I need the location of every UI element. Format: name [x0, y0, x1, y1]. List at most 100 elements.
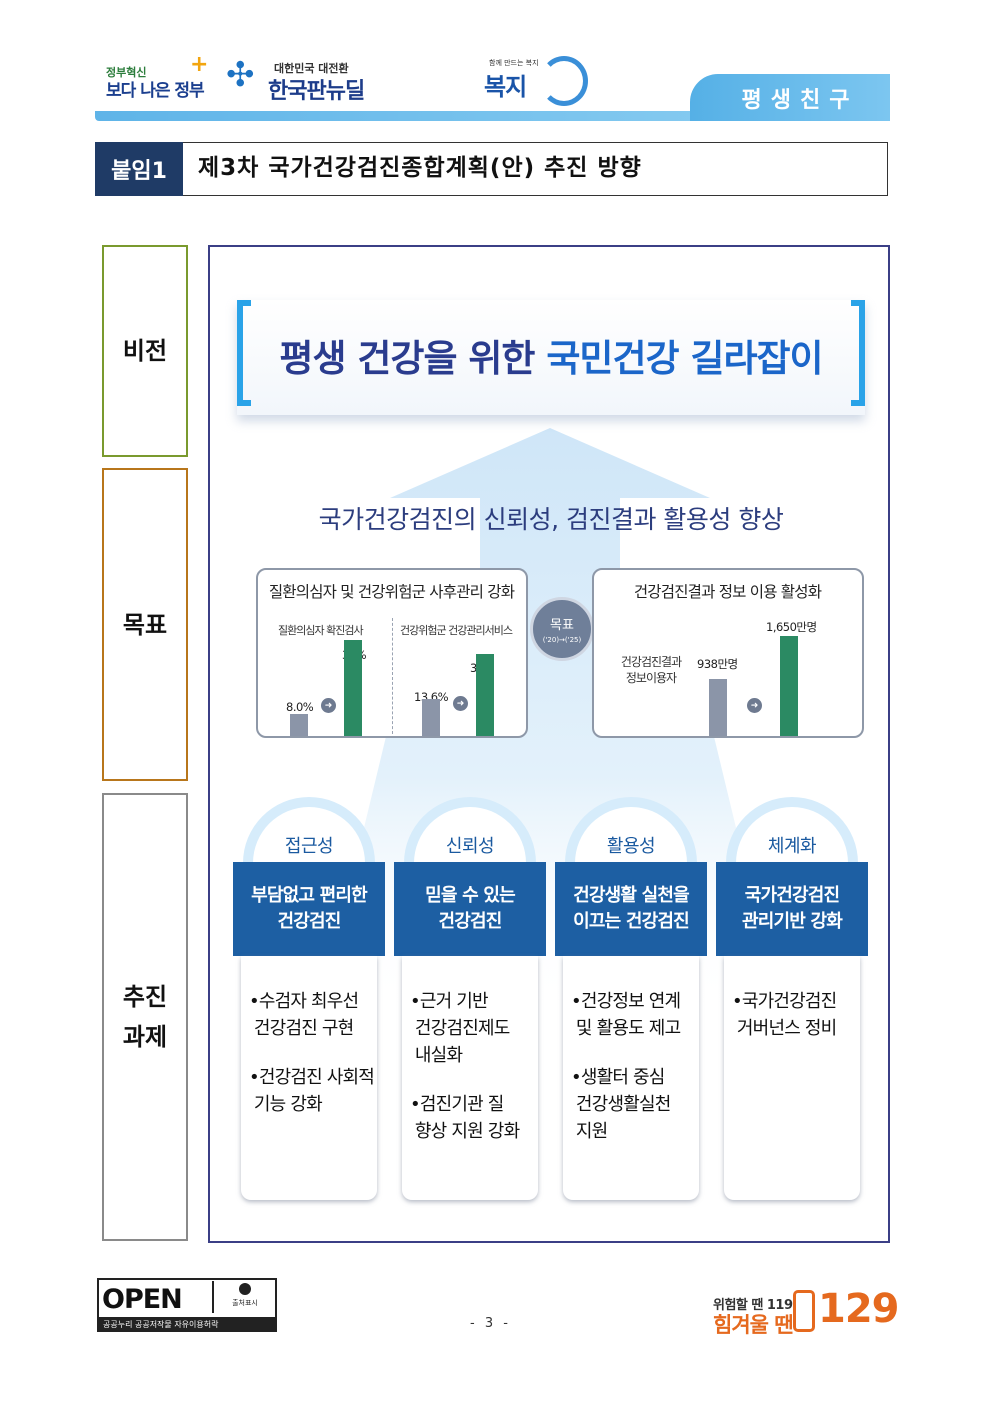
vision-statement: 평생 건강을 위한 국민건강 길라잡이: [237, 328, 865, 382]
target-label: 목표: [550, 618, 574, 633]
panel-title: 건강검진결과 정보 이용 활성화: [633, 583, 822, 601]
task-heading-line: 관리기반 강화: [741, 911, 843, 932]
open-license-word: OPEN: [102, 1284, 183, 1315]
attachment-tag: 붙임1: [95, 142, 183, 196]
bar-current: [290, 714, 308, 736]
task-category: 활용성: [606, 836, 656, 857]
bracket-left: [237, 300, 251, 406]
attribution-label: 출처표시: [232, 1299, 258, 1307]
task-bullet: •생활터 중심 건강생활실천 지원: [571, 1064, 693, 1145]
task-bullet-line: •건강정보 연계: [571, 991, 681, 1012]
task-bullet-line: •건강검진 사회적: [249, 1067, 375, 1088]
slogan-line1: 위험할 땐 119: [713, 1298, 793, 1313]
slogan-line2: 힘겨울 땐: [713, 1313, 794, 1337]
task-bullet-line: 지원: [571, 1121, 608, 1142]
arrow-right-icon: ➜: [747, 698, 762, 713]
metric-label: 건강검진결과 정보이용자: [620, 655, 682, 685]
page-title: 제3차 국가건강검진종합계획(안) 추진 방향: [198, 155, 642, 181]
task-card: •수검자 최우선 건강검진 구현 •건강검진 사회적 기능 강화: [241, 956, 377, 1200]
header-tab: 평생친구: [690, 74, 890, 121]
task-bullet-line: •검진기관 질: [410, 1094, 504, 1115]
task-bullet-line: •국가건강검진: [732, 991, 837, 1012]
task-bullet-line: 건강검진 구현: [249, 1018, 354, 1039]
label-tasks-line2: 과제: [122, 1023, 168, 1051]
bar-current: [422, 699, 440, 736]
task-bullet: •근거 기반 건강검진제도 내실화: [410, 988, 532, 1069]
task-bullet-line: 향상 지원 강화: [410, 1121, 520, 1142]
label-goal: 목표: [102, 468, 188, 781]
task-bullet: •검진기관 질 향상 지원 강화: [410, 1091, 532, 1145]
vision-part1: 평생 건강을 위한: [279, 337, 547, 380]
task-card: •근거 기반 건강검진제도 내실화 •검진기관 질 향상 지원 강화: [402, 956, 538, 1200]
vision-box: [237, 300, 865, 415]
diagram-frame: [208, 245, 890, 1243]
bar-target: [780, 636, 798, 736]
task-bullet-line: 기능 강화: [249, 1094, 323, 1115]
bracket-right: [851, 300, 865, 406]
task-card: •국가건강검진 거버넌스 정비: [724, 956, 860, 1200]
new-deal-logo-top: 대한민국 대전환: [274, 62, 349, 75]
task-bullet-line: 내실화: [410, 1045, 463, 1066]
task-bullet-line: •생활터 중심: [571, 1067, 665, 1088]
task-bullet-line: 및 활용도 제고: [571, 1018, 681, 1039]
task-bullet-line: •수검자 최우선: [249, 991, 359, 1012]
task-bullet-line: 건강검진제도: [410, 1018, 510, 1039]
bar-value: 8.0%: [286, 700, 314, 714]
goal-title: 국가건강검진의 신뢰성, 검진결과 활용성 향상: [318, 505, 784, 534]
task-category: 신뢰성: [445, 836, 495, 857]
task-heading-line: 건강검진: [277, 911, 341, 932]
bar-value: 938만명: [697, 657, 738, 671]
task-heading-line: 이끄는 건강검진: [573, 911, 690, 932]
panel-title: 질환의심자 및 건강위험군 사후관리 강화: [268, 583, 515, 601]
bar-target: [476, 654, 494, 736]
label-tasks-line1: 추진: [122, 983, 168, 1011]
panel-divider: [392, 618, 393, 734]
attribution-icon: 출처표시: [212, 1281, 276, 1313]
task-bullet: •건강정보 연계 및 활용도 제고: [571, 988, 693, 1042]
new-deal-logo-text: 한국판뉴딜: [268, 79, 365, 104]
label-vision: 비전: [102, 245, 188, 457]
task-bullet-line: 거버넌스 정비: [732, 1018, 837, 1039]
arrow-right-icon: ➜: [321, 698, 336, 713]
welfare-logo-top: 함께 만드는 복지: [489, 59, 539, 67]
task-heading-line: 건강생활 실천을: [573, 885, 690, 906]
task-bullet: •국가건강검진 거버넌스 정비: [732, 988, 854, 1042]
task-heading-line: 믿을 수 있는: [425, 885, 516, 906]
phone-icon: [793, 1290, 815, 1332]
welfare-logo-text: 복지: [484, 73, 527, 101]
target-badge: 목표 ('20)→('25): [530, 597, 594, 661]
page-number: - 3 -: [470, 1316, 511, 1331]
header-bar: [95, 111, 890, 121]
task-heading-line: 국가건강검진: [744, 885, 840, 906]
gov-innovation-logo-text: 보다 나은 정부: [106, 81, 205, 101]
plus-icon: +: [190, 52, 209, 77]
target-period: ('20)→('25): [542, 636, 582, 644]
task-category: 접근성: [284, 836, 334, 857]
task-heading-line: 부담없고 편리한: [251, 885, 368, 906]
metric-label: 질환의심자 확진검사: [278, 624, 364, 637]
person-head-icon: [239, 1283, 251, 1295]
hotline-number: 129: [818, 1286, 899, 1332]
task-bullet-line: 건강생활실천: [571, 1094, 671, 1115]
task-bullet-line: •근거 기반: [410, 991, 489, 1012]
task-heading-line: 건강검진: [438, 911, 502, 932]
goal-panel-followup: 질환의심자 및 건강위험군 사후관리 강화 질환의심자 확진검사 건강위험군 건…: [256, 568, 528, 738]
new-deal-star-icon: ✣: [226, 55, 255, 95]
arrow-right-icon: ➜: [453, 696, 468, 711]
bar-current: [709, 679, 727, 736]
bar-target: [344, 640, 362, 736]
metric-label: 건강위험군 건강관리서비스: [400, 624, 513, 637]
task-card: •건강정보 연계 및 활용도 제고 •생활터 중심 건강생활실천 지원: [563, 956, 699, 1200]
vision-part2: 국민건강 길라잡이: [546, 337, 823, 380]
gov-innovation-logo-top: 정부혁신: [106, 66, 147, 79]
welfare-logo-ring-icon: [540, 56, 588, 106]
task-category: 체계화: [767, 836, 817, 857]
task-bullet: •건강검진 사회적 기능 강화: [249, 1064, 375, 1118]
task-bullet: •수검자 최우선 건강검진 구현: [249, 988, 371, 1042]
goal-panel-info-use: 건강검진결과 정보 이용 활성화 건강검진결과 정보이용자 938만명 ➜ 1,…: [592, 568, 864, 738]
